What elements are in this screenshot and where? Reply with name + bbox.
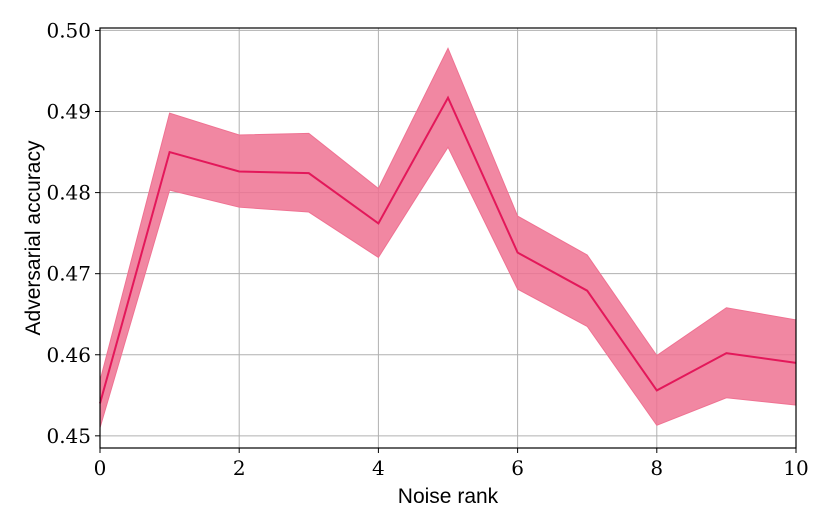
- x-tick-label: 2: [233, 456, 246, 480]
- y-tick-label: 0.47: [46, 262, 91, 286]
- y-axis-label: Adversarial accuracy: [22, 140, 45, 335]
- x-tick-label: 4: [372, 456, 385, 480]
- x-axis: 0 2 4 6 8 10: [94, 448, 809, 480]
- y-tick-label: 0.48: [46, 181, 91, 205]
- y-tick-label: 0.46: [46, 343, 91, 367]
- series-line: [99, 95, 797, 404]
- x-tick-label: 6: [511, 456, 524, 480]
- plot-frame: [99, 27, 797, 449]
- y-tick-label: 0.49: [46, 100, 91, 124]
- y-tick-label: 0.50: [46, 18, 91, 42]
- x-tick-label: 8: [650, 456, 663, 480]
- x-axis-label: Noise rank: [398, 485, 499, 508]
- x-tick-label: 0: [94, 456, 107, 480]
- y-axis: 0.45 0.46 0.47 0.48 0.49 0.50: [46, 18, 100, 448]
- y-tick-label: 0.45: [46, 424, 91, 448]
- x-tick-label: 10: [783, 456, 808, 480]
